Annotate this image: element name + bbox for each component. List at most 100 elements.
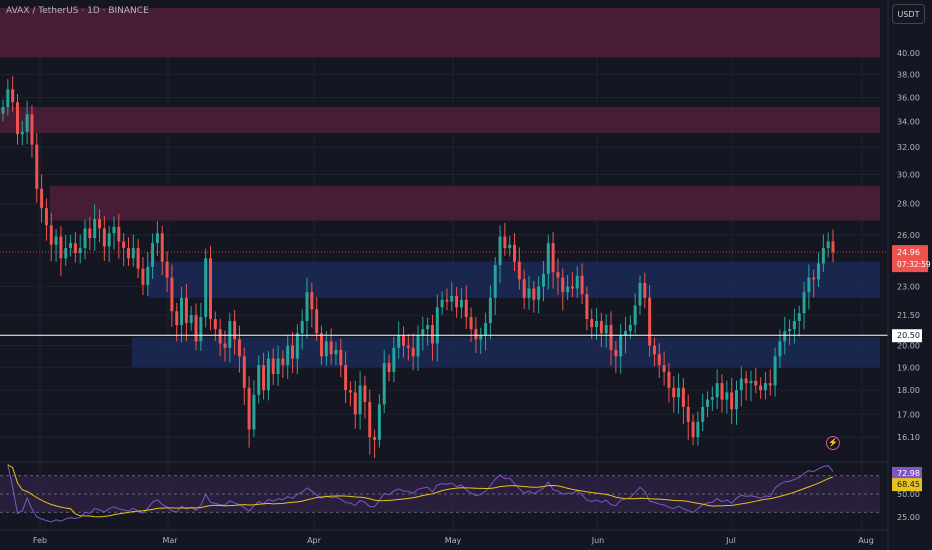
candle bbox=[590, 308, 594, 340]
candle-body bbox=[93, 218, 97, 239]
candle bbox=[701, 393, 705, 432]
candle-body bbox=[300, 321, 304, 334]
candle-body bbox=[416, 335, 420, 357]
candle-body bbox=[373, 437, 377, 440]
candle-body bbox=[324, 341, 328, 357]
candle bbox=[237, 325, 241, 373]
candle bbox=[609, 311, 613, 366]
candle-body bbox=[286, 345, 290, 366]
candle-body bbox=[15, 102, 19, 135]
candle bbox=[266, 350, 270, 401]
candle bbox=[672, 376, 676, 413]
candle-body bbox=[435, 307, 439, 344]
candle bbox=[1, 99, 5, 122]
candle bbox=[686, 394, 690, 440]
candle-body bbox=[98, 218, 102, 229]
candle-body bbox=[739, 378, 743, 391]
candle bbox=[228, 312, 232, 363]
candle-body bbox=[508, 244, 512, 249]
candle-body bbox=[213, 319, 217, 330]
candle-body bbox=[826, 241, 830, 249]
candle-body bbox=[734, 390, 738, 410]
lightning-icon[interactable]: ⚡ bbox=[826, 436, 840, 450]
candle-body bbox=[411, 347, 415, 357]
candle bbox=[493, 256, 497, 316]
candle bbox=[213, 311, 217, 342]
time-tick-label: May bbox=[445, 536, 462, 545]
candle-body bbox=[387, 362, 391, 372]
rsi-ma-line bbox=[7, 464, 834, 518]
candle-body bbox=[218, 329, 222, 344]
candle-body bbox=[6, 89, 10, 107]
price-tick-label: 40.00 bbox=[897, 49, 920, 58]
candle-body bbox=[151, 243, 155, 267]
candle bbox=[136, 239, 140, 279]
candle bbox=[344, 351, 348, 403]
candle bbox=[633, 293, 637, 334]
candle bbox=[619, 323, 623, 374]
candle-body bbox=[575, 275, 579, 289]
candle bbox=[40, 174, 44, 223]
candle-body bbox=[112, 226, 116, 234]
candle-body bbox=[498, 236, 502, 266]
candle-body bbox=[474, 329, 478, 340]
candle-body bbox=[252, 394, 256, 430]
candle bbox=[406, 333, 410, 361]
price-tick-label: 20.00 bbox=[897, 342, 920, 351]
time-tick-label: Mar bbox=[162, 536, 178, 545]
candle-body bbox=[541, 273, 545, 287]
candle bbox=[102, 216, 106, 262]
candle-body bbox=[295, 333, 299, 359]
price-tick-label: 34.00 bbox=[897, 118, 920, 127]
candle-body bbox=[522, 279, 526, 298]
candle-body bbox=[643, 282, 647, 298]
candle-body bbox=[778, 341, 782, 357]
candle bbox=[315, 296, 319, 341]
candle bbox=[257, 355, 261, 404]
candle bbox=[440, 291, 444, 316]
candle bbox=[271, 348, 275, 386]
price-tick-label: 32.00 bbox=[897, 143, 920, 152]
candle bbox=[749, 370, 753, 402]
candle bbox=[416, 325, 420, 371]
candle-body bbox=[20, 131, 24, 135]
rsi-value: 72.98 bbox=[897, 469, 920, 478]
candle-body bbox=[54, 236, 58, 245]
candle bbox=[541, 260, 545, 302]
candle-body bbox=[353, 392, 357, 415]
candle bbox=[488, 284, 492, 340]
candle bbox=[353, 380, 357, 429]
candle-body bbox=[237, 339, 241, 357]
price-tick-label: 17.00 bbox=[897, 410, 920, 419]
candle bbox=[484, 312, 488, 351]
candle bbox=[387, 354, 391, 382]
candle bbox=[382, 349, 386, 413]
candle-body bbox=[73, 243, 77, 254]
candle-body bbox=[136, 248, 140, 269]
candle-body bbox=[223, 343, 227, 348]
resistance-zone bbox=[0, 106, 880, 133]
candle-body bbox=[672, 387, 676, 398]
time-tick-label: Jul bbox=[725, 536, 736, 545]
time-tick-label: Jun bbox=[591, 536, 605, 545]
candle bbox=[64, 235, 68, 266]
candle-body bbox=[638, 282, 642, 306]
candle-body bbox=[455, 295, 459, 308]
candle-body bbox=[160, 233, 164, 262]
candle-body bbox=[488, 297, 492, 324]
currency-button[interactable]: USDT bbox=[892, 4, 925, 24]
candle-body bbox=[1, 106, 5, 114]
candle bbox=[6, 79, 10, 116]
candle-body bbox=[599, 321, 603, 334]
candle-body bbox=[802, 292, 806, 314]
candle bbox=[677, 373, 681, 414]
candle bbox=[821, 234, 825, 272]
candle-body bbox=[551, 243, 555, 273]
candle bbox=[450, 282, 454, 311]
candle-body bbox=[662, 365, 666, 372]
candle-body bbox=[126, 248, 130, 259]
candle-body bbox=[266, 358, 270, 391]
candle bbox=[445, 288, 449, 311]
resistance-zone bbox=[0, 8, 880, 58]
